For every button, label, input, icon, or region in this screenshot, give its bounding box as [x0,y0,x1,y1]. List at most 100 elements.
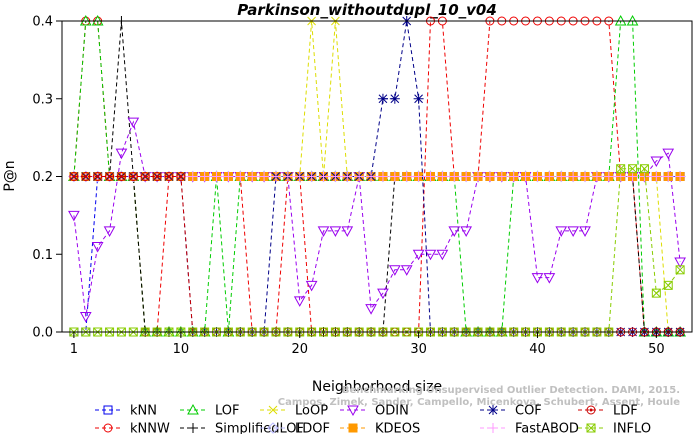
data-point [103,226,116,237]
legend-label: LoOP [295,404,328,419]
legend-label: LDOF [295,422,330,434]
data-point [81,172,91,181]
data-point [448,226,461,237]
axis-ticks: 1 10 20 30 40 50 0.0 0.1 0.2 0.3 0.4 [32,15,664,358]
series-inflo [69,164,685,337]
data-point [152,172,162,181]
data-point [389,93,400,104]
data-point [176,172,186,181]
data-point [675,171,686,182]
legend-item-ldf: LDF [578,404,638,419]
data-point [460,226,473,237]
series-line-inflo [73,168,681,333]
data-point [164,172,174,181]
series-line-knn [73,176,681,333]
legend-item-odin: ODIN [340,404,409,419]
series-line-ldf [73,176,681,333]
watermark-line-1: Benchmarking Unsupervised Outlier Detect… [342,385,680,396]
data-point [508,171,519,182]
data-point [556,171,567,182]
y-tick-label: 0.2 [32,170,53,185]
legend-label: FastABOD [515,422,579,434]
data-point [663,280,673,290]
legend-label: kNN [130,404,157,419]
data-point [591,171,602,182]
data-point [140,172,150,181]
x-tick-label: 1 [70,342,78,357]
legend-label: LOF [215,404,240,419]
data-point [259,171,270,182]
chart-title: Parkinson_withoutdupl_10_v04 [237,1,497,19]
data-point [639,164,649,174]
legend-marker [586,423,596,433]
data-point [437,171,448,182]
series-ldf [69,172,685,337]
data-point [568,171,579,182]
data-point [79,311,92,323]
data-point [520,171,531,182]
legend-label: SimplifiedLOF [215,422,304,434]
data-point [412,249,425,261]
x-tick-label: 20 [291,342,308,357]
data-point [436,249,449,261]
data-point [675,265,685,275]
data-point [354,171,365,182]
data-point [317,226,330,237]
legend-marker [187,403,199,415]
plot-area [68,14,686,337]
data-point [365,304,377,315]
data-point [651,288,661,298]
data-point [473,171,484,182]
legend-label: kNNW [130,422,170,434]
x-tick-label: 30 [410,342,427,357]
data-point [93,172,103,181]
data-point [341,226,354,237]
data-point [318,171,329,182]
data-point [69,172,79,181]
legend: kNN kNNW LOF SimplifiedLOF LoOP LDOF ODIN KDEOS… [95,404,651,434]
data-point [293,296,306,307]
data-point [294,171,305,182]
data-point [282,171,293,182]
watermark-line-2: Campos, Zimek, Sander, Campello, Micenko… [278,397,680,408]
data-point [388,265,401,276]
data-point [68,210,80,222]
legend-item-cof: COF [480,404,542,419]
data-point [377,171,388,182]
data-point [532,171,543,182]
data-point [531,273,544,284]
data-point [580,171,591,182]
x-axis-label: Neighborhood size [312,379,442,395]
legend-item-knnw: kNNW [95,422,170,434]
data-point [543,273,556,284]
data-point [401,171,412,182]
data-point [413,171,424,182]
data-point [651,171,662,182]
data-point [674,257,686,269]
legend-item-inflo: INFLO [578,422,651,434]
data-point [105,172,115,181]
legend-label: INFLO [613,422,651,434]
data-point [305,280,318,292]
data-point [496,171,507,182]
legend-label: LDF [613,404,638,419]
legend-item-ldof: LDOF [260,422,330,434]
legend-marker [348,423,358,433]
data-point [555,226,568,237]
legend-label: COF [515,404,542,419]
legend-item-simplifiedlof: SimplifiedLOF [180,422,304,434]
data-point [128,172,138,181]
data-point [424,249,437,261]
data-point [329,226,342,237]
legend-marker [347,405,359,417]
data-point [400,265,413,276]
legend-marker [103,423,113,433]
data-point [616,164,626,174]
data-point [389,171,400,182]
data-point [115,148,128,160]
x-tick-label: 10 [173,342,190,357]
x-tick-label: 50 [648,342,665,357]
data-point [449,171,460,182]
data-point [306,171,317,182]
